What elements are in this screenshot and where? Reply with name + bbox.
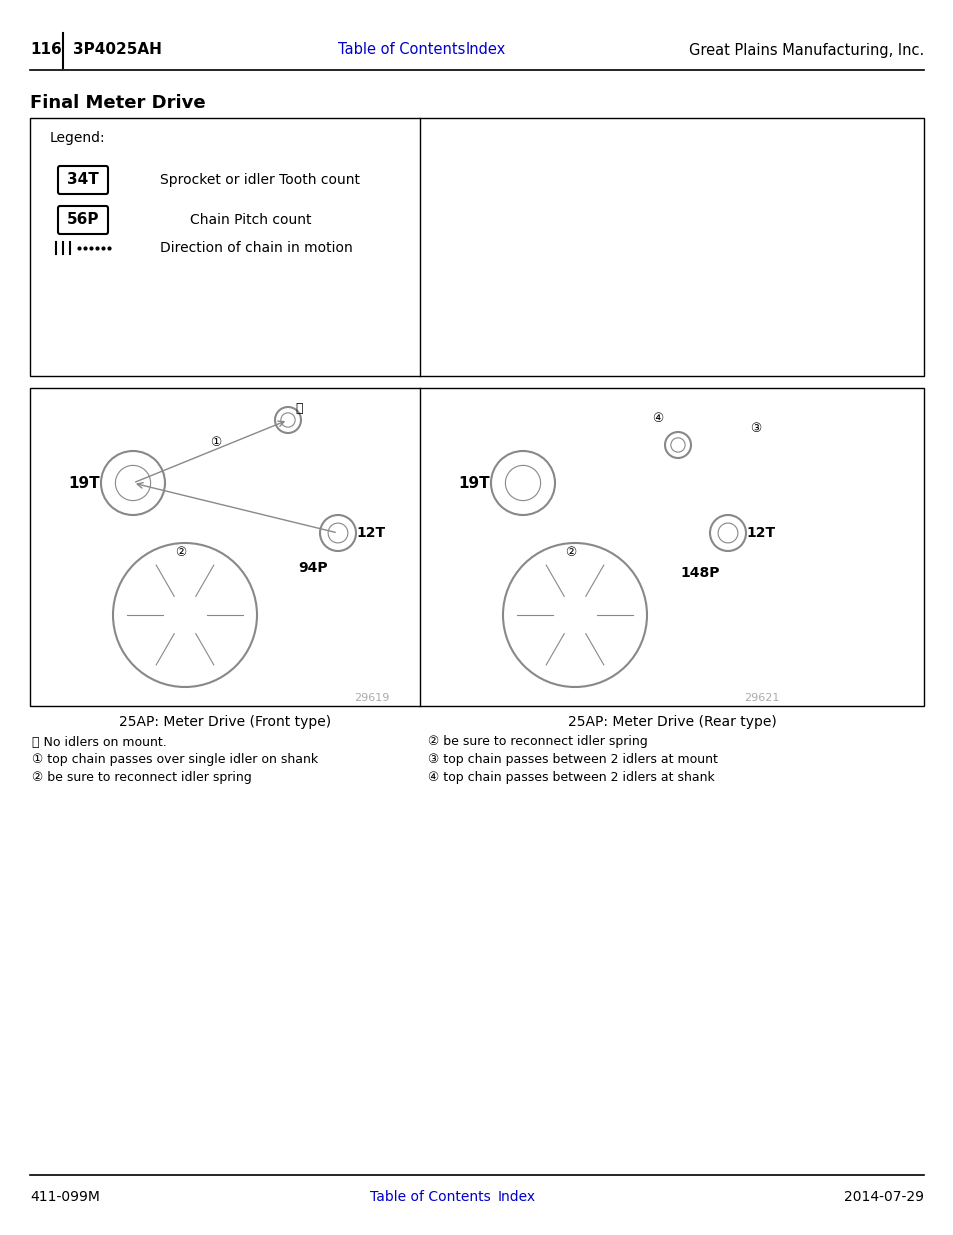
Text: ③ top chain passes between 2 idlers at mount: ③ top chain passes between 2 idlers at m… [428,753,717,767]
Text: 2014-07-29: 2014-07-29 [843,1191,923,1204]
Text: Index: Index [497,1191,536,1204]
Text: ② be sure to reconnect idler spring: ② be sure to reconnect idler spring [428,736,647,748]
Text: 34T: 34T [67,173,99,188]
Text: 116: 116 [30,42,62,58]
Text: ④ top chain passes between 2 idlers at shank: ④ top chain passes between 2 idlers at s… [428,772,714,784]
Text: 12T: 12T [745,526,774,540]
Text: Table of Contents: Table of Contents [370,1191,490,1204]
Text: Index: Index [465,42,506,58]
Text: Sprocket or idler Tooth count: Sprocket or idler Tooth count [160,173,359,186]
Text: 3P4025AH: 3P4025AH [73,42,162,58]
Text: 12T: 12T [355,526,385,540]
Text: 19T: 19T [68,475,99,490]
Bar [30,119,923,375]
Bar [30,388,923,706]
Text: Table of Contents: Table of Contents [337,42,465,58]
Text: Legend:: Legend: [50,131,106,144]
Text: 29621: 29621 [744,693,780,703]
Text: ⓪ No idlers on mount.: ⓪ No idlers on mount. [32,736,167,748]
Text: ② be sure to reconnect idler spring: ② be sure to reconnect idler spring [32,772,252,784]
Text: 148P: 148P [679,566,719,580]
FancyBboxPatch shape [58,206,108,233]
Text: 94P: 94P [297,561,327,576]
Text: Final Meter Drive: Final Meter Drive [30,94,206,112]
Text: ②: ② [174,547,186,559]
Text: Chain Pitch count: Chain Pitch count [190,212,312,227]
Text: 19T: 19T [457,475,489,490]
Text: 29619: 29619 [355,693,390,703]
Text: ③: ③ [749,421,760,435]
Text: ④: ④ [651,411,662,425]
Text: Great Plains Manufacturing, Inc.: Great Plains Manufacturing, Inc. [688,42,923,58]
Text: Direction of chain in motion: Direction of chain in motion [160,241,353,254]
Text: 56P: 56P [67,212,99,227]
Text: ① top chain passes over single idler on shank: ① top chain passes over single idler on … [32,753,317,767]
Text: 25AP: Meter Drive (Rear type): 25AP: Meter Drive (Rear type) [567,715,776,729]
Text: ②: ② [564,547,576,559]
Text: 25AP: Meter Drive (Front type): 25AP: Meter Drive (Front type) [119,715,331,729]
Text: ①: ① [210,436,221,448]
Text: ⓪: ⓪ [294,401,302,415]
FancyBboxPatch shape [58,165,108,194]
Text: 411-099M: 411-099M [30,1191,100,1204]
